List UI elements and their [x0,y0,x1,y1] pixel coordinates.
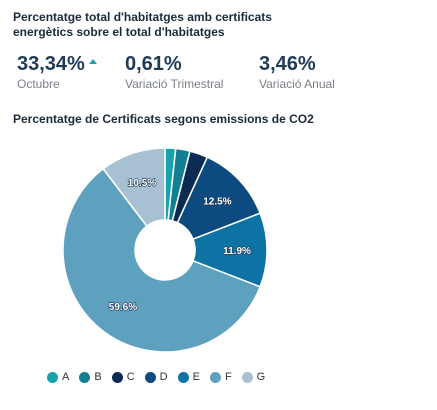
slice-label-g: 10.5% [128,178,156,189]
kpi-total-value: 33,34% [17,53,85,75]
legend-item-b[interactable]: B [79,371,102,383]
kpi-quarterly-value: 0,61% [125,53,182,75]
legend-item-c[interactable]: C [111,371,135,383]
legend-label: B [94,371,102,383]
legend-swatch-icon [209,371,221,383]
kpi-total-label: Octubre [17,77,60,91]
chart-legend: A B C D E F G [47,371,275,383]
legend-item-d[interactable]: D [144,371,168,383]
legend-swatch-icon [47,371,58,383]
legend-item-e[interactable]: E [177,371,200,383]
legend-label: F [224,371,232,383]
legend-swatch-icon [111,371,123,383]
chart-title: Percentatge de Certificats segons emissi… [13,112,314,126]
page-title: Percentatge total d'habitatges amb certi… [13,10,272,39]
legend-label: G [256,371,266,383]
kpi-annual-label: Variació Anual [259,77,335,91]
kpi-annual: 3,46% Variació Anual [259,52,335,91]
kpi-quarterly-label: Variació Trimestral [125,77,224,91]
legend-item-a[interactable]: A [47,371,69,383]
trend-up-icon [88,58,97,64]
slice-g[interactable] [102,147,166,228]
kpi-quarterly: 0,61% Variació Trimestral [125,52,223,91]
slice-label-d: 12.5% [203,197,231,208]
kpi-annual-value: 3,46% [259,53,316,75]
slice-f[interactable] [62,167,262,353]
slice-label-f: 59.6% [109,302,137,313]
legend-swatch-icon [79,371,91,383]
legend-item-f[interactable]: F [209,371,232,383]
legend-label: E [192,371,200,383]
kpi-total: 33,34% Octubre [17,52,97,91]
legend-label: D [159,371,168,383]
legend-swatch-icon [144,371,156,383]
legend-label: C [126,371,135,383]
legend-item-g[interactable]: G [241,371,266,383]
legend-swatch-icon [241,371,253,383]
slice-label-e: 11.9% [223,246,251,257]
legend-label: A [62,371,70,383]
legend-swatch-icon [177,371,189,383]
